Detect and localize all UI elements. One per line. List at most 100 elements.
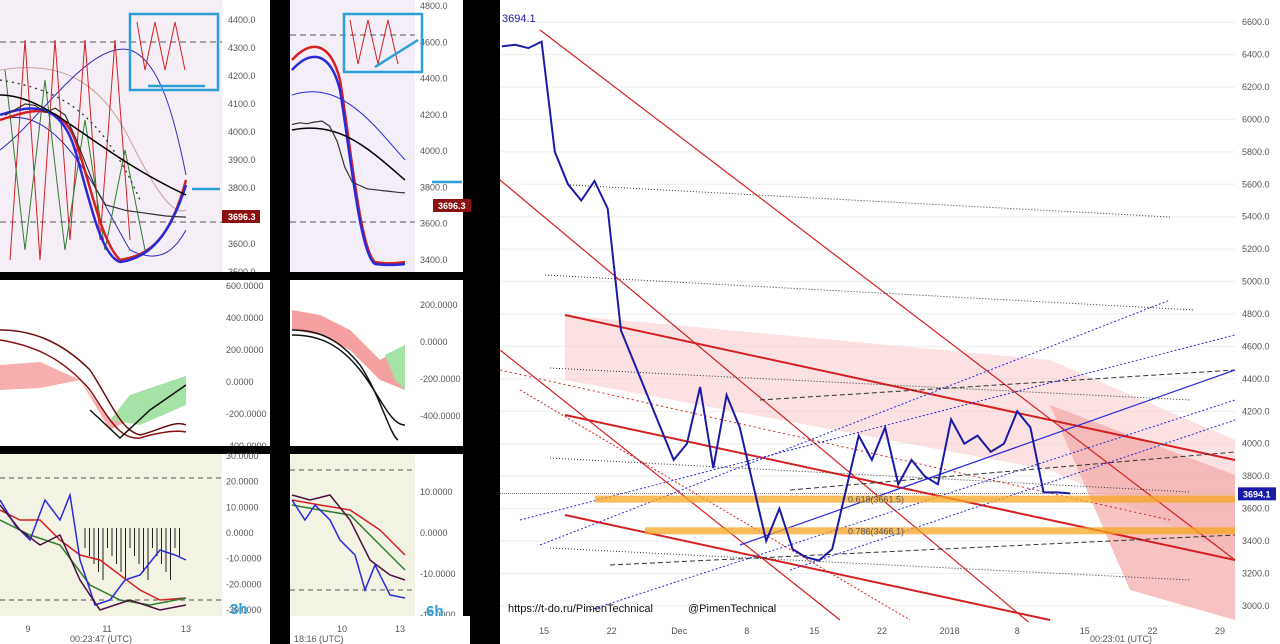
price-tick-6h: 4800.0 <box>420 1 448 11</box>
price-pane-6h: 4800.0 4600.0 4400.0 4200.0 4000.0 3800.0 3600… <box>290 0 471 272</box>
price-tick-3h: 3600.0 <box>228 239 256 249</box>
x-tick-daily: 15 <box>539 626 549 636</box>
price-series-line <box>4 103 187 218</box>
x-tick-daily: 2018 <box>940 626 960 636</box>
price-tick-daily: 6000.0 <box>1242 114 1270 124</box>
x-tick-3h: 11 <box>102 624 111 634</box>
osc-tick-3h: 20.0000 <box>226 477 259 487</box>
price-tick-daily: 5400.0 <box>1242 212 1270 222</box>
pattern-box-6h <box>342 12 424 74</box>
price-tick-3h: 4200.0 <box>228 71 256 81</box>
fib-band <box>645 527 1235 535</box>
macd-tick-6h: -400.0000 <box>420 411 461 421</box>
price-tick-daily: 4600.0 <box>1242 341 1270 351</box>
macd-tick-6h: 0.0000 <box>420 337 448 347</box>
price-axis <box>1235 0 1280 644</box>
price-tick-3h: 3900.0 <box>228 155 256 165</box>
x-tick-daily: Dec <box>671 626 688 636</box>
x-tick-daily: 22 <box>607 626 617 636</box>
last-price-daily: 3694.1 <box>1243 489 1271 499</box>
price-tick-6h: 3800.0 <box>420 182 448 192</box>
price-tick-6h: 4200.0 <box>420 110 448 120</box>
chart-3h: 4400.0 4300.0 4200.0 4100.0 4000.0 3900.0 3800… <box>0 0 280 644</box>
price-tick-daily: 3400.0 <box>1242 536 1270 546</box>
price-tick-6h: 4400.0 <box>420 74 448 84</box>
osc-tick-6h: -10.0000 <box>420 569 456 579</box>
osc-tick-3h: -20.0000 <box>226 579 262 589</box>
osc-pane-6h: 10.0000 0.0000 -10.0000 -15.0000 6h <box>290 454 463 620</box>
price-tick-3h: 4100.0 <box>228 99 256 109</box>
price-tick-daily: 5600.0 <box>1242 179 1270 189</box>
price-tick-3h: 4300.0 <box>228 43 256 53</box>
price-tick-3h: 4400.0 <box>228 15 256 25</box>
price-tick-daily: 3000.0 <box>1242 601 1270 611</box>
price-tick-daily: 6400.0 <box>1242 50 1270 60</box>
price-tick-daily: 3600.0 <box>1242 504 1270 514</box>
macd-tick-3h: 600.0000 <box>226 281 264 291</box>
x-tick-daily: 29 <box>1215 626 1225 636</box>
last-price-badge-daily <box>1238 487 1276 501</box>
x-tick-3h: 9 <box>25 624 30 634</box>
x-tick-3h: 13 <box>181 624 191 634</box>
fib-band <box>595 495 1235 503</box>
price-tick-3h: 4000.0 <box>228 127 256 137</box>
x-tick-6h: 13 <box>395 624 405 634</box>
timeframe-3h: 3h <box>230 601 248 618</box>
price-series-line <box>501 40 1071 562</box>
osc-tick-3h: -30.0000 <box>226 605 262 615</box>
footer-time-3h: 00:23:47 (UTC) <box>70 634 132 644</box>
timeframe-6h: 6h <box>426 603 444 620</box>
osc-tick-6h: 10.0000 <box>420 487 453 497</box>
macd-tick-3h: -200.0000 <box>226 409 267 419</box>
price-tick-daily: 4200.0 <box>1242 406 1270 416</box>
price-tick-daily: 4400.0 <box>1242 374 1270 384</box>
x-tick-6h: 10 <box>337 624 347 634</box>
price-tick-daily: 5800.0 <box>1242 147 1270 157</box>
osc-pane-3h: 30.0000 20.0000 10.0000 0.0000 -10.0000 -20.0… <box>0 451 270 618</box>
price-tick-6h: 3400.0 <box>420 255 448 265</box>
macd-tick-3h: 400.0000 <box>226 313 264 323</box>
osc-tick-3h: -10.0000 <box>226 554 262 564</box>
start-price-label: 3694.1 <box>502 13 536 25</box>
price-tick-6h: 3600.0 <box>420 219 448 229</box>
price-tick-3h: 3800.0 <box>228 183 256 193</box>
watermark-link: https://t-do.ru/PimenTechnical <box>508 603 653 615</box>
pattern-box <box>128 12 220 92</box>
x-tick-daily: 8 <box>1015 626 1020 636</box>
x-tick-daily: 15 <box>809 626 819 636</box>
price-tick-daily: 5000.0 <box>1242 277 1270 287</box>
footer-time-6h: 18:16 (UTC) <box>294 634 344 644</box>
x-tick-daily: 8 <box>744 626 749 636</box>
price-pane-3h: 4400.0 4300.0 4200.0 4100.0 4000.0 3900.0 3800… <box>0 0 270 277</box>
price-tick-6h: 4600.0 <box>420 37 448 47</box>
price-tick-daily: 3200.0 <box>1242 568 1270 578</box>
footer-time-daily: 00:23:01 (UTC) <box>1090 634 1152 644</box>
price-tick-daily: 4000.0 <box>1242 439 1270 449</box>
fib-label: 0.618(3661.5) <box>848 495 904 505</box>
price-tick-daily: 3800.0 <box>1242 471 1270 481</box>
price-series-line <box>291 120 406 194</box>
last-price-badge-6h <box>433 199 471 212</box>
channel-lines <box>499 29 1236 641</box>
macd-tick-6h: -200.0000 <box>420 374 461 384</box>
macd-tick-6h: 200.0000 <box>420 300 458 310</box>
osc-tick-3h: 10.0000 <box>226 502 259 512</box>
macd-pane-3h: 600.0000400.0000200.00000.0000-200.0000-… <box>0 280 270 451</box>
last-price-3h: 3696.3 <box>228 212 256 222</box>
price-tick-daily: 5200.0 <box>1242 244 1270 254</box>
chart-daily: 0.618(3661.5) 0.786(3466.1) 3694.1 6600.0… <box>490 0 1280 644</box>
watermark-handle: @PimenTechnical <box>688 603 776 615</box>
osc-tick-3h: 0.0000 <box>226 528 254 538</box>
macd-tick-3h: 0.0000 <box>226 377 254 387</box>
x-tick-daily: 22 <box>877 626 887 636</box>
macd-pane-6h: 200.0000 0.0000 -200.0000 -400.0000 <box>290 280 463 446</box>
price-tick-6h: 4000.0 <box>420 146 448 156</box>
osc-tick-3h: 30.0000 <box>226 451 259 461</box>
last-price-6h: 3696.3 <box>438 201 466 211</box>
osc-tick-6h: -15.0000 <box>420 610 456 620</box>
price-tick-daily: 6600.0 <box>1242 17 1270 27</box>
x-tick-daily: 22 <box>1147 626 1157 636</box>
fib-label: 0.786(3466.1) <box>848 526 904 536</box>
price-tick-daily: 6200.0 <box>1242 82 1270 92</box>
osc-tick-6h: 0.0000 <box>420 528 448 538</box>
